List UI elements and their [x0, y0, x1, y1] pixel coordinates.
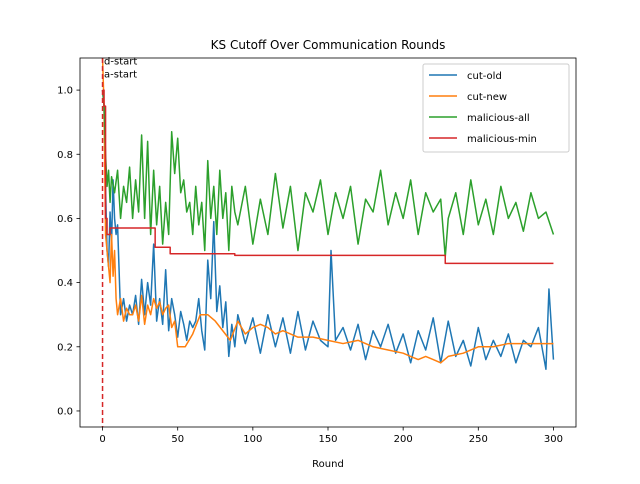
y-tick-label: 0.4	[57, 278, 73, 289]
legend-label-cut-new: cut-new	[467, 92, 507, 103]
axes-group: 0 50 100 150 200 250 300 0.0 0.2 0.4 0.6 0.8 1.0	[57, 57, 577, 445]
legend-label-malicious-all: malicious-all	[467, 113, 530, 124]
y-tick-label: 0.6	[57, 214, 73, 225]
x-axis-label: Round	[312, 459, 344, 470]
annotation-group: d-start a-start	[104, 56, 137, 80]
series-line-malicious-all	[101, 90, 555, 258]
series-line-cut-new	[101, 58, 554, 364]
x-tick-label: 0	[99, 434, 105, 445]
legend-label-cut-old: cut-old	[467, 71, 502, 82]
series-group	[101, 58, 555, 370]
x-tick-label: 100	[243, 434, 262, 445]
x-tick-label: 250	[469, 434, 488, 445]
y-tick-label: 0.2	[57, 342, 73, 353]
y-tick-label: 0.0	[57, 406, 73, 417]
x-tick-label: 200	[394, 434, 413, 445]
annotation-d-start: d-start	[104, 56, 137, 67]
legend-box	[422, 63, 570, 153]
x-tick-label: 150	[318, 434, 337, 445]
y-tick-label: 0.8	[57, 150, 73, 161]
x-tick-label: 50	[171, 434, 184, 445]
chart-title: KS Cutoff Over Communication Rounds	[211, 38, 446, 52]
legend-label-malicious-min: malicious-min	[467, 134, 537, 145]
series-line-malicious-min	[102, 89, 554, 265]
x-tick-label: 300	[544, 434, 563, 445]
legend: cut-old cut-new malicious-all malicious-min	[422, 63, 570, 153]
annotation-a-start: a-start	[104, 69, 137, 80]
series-line-cut-old	[101, 90, 555, 370]
y-tick-label: 1.0	[57, 86, 73, 97]
